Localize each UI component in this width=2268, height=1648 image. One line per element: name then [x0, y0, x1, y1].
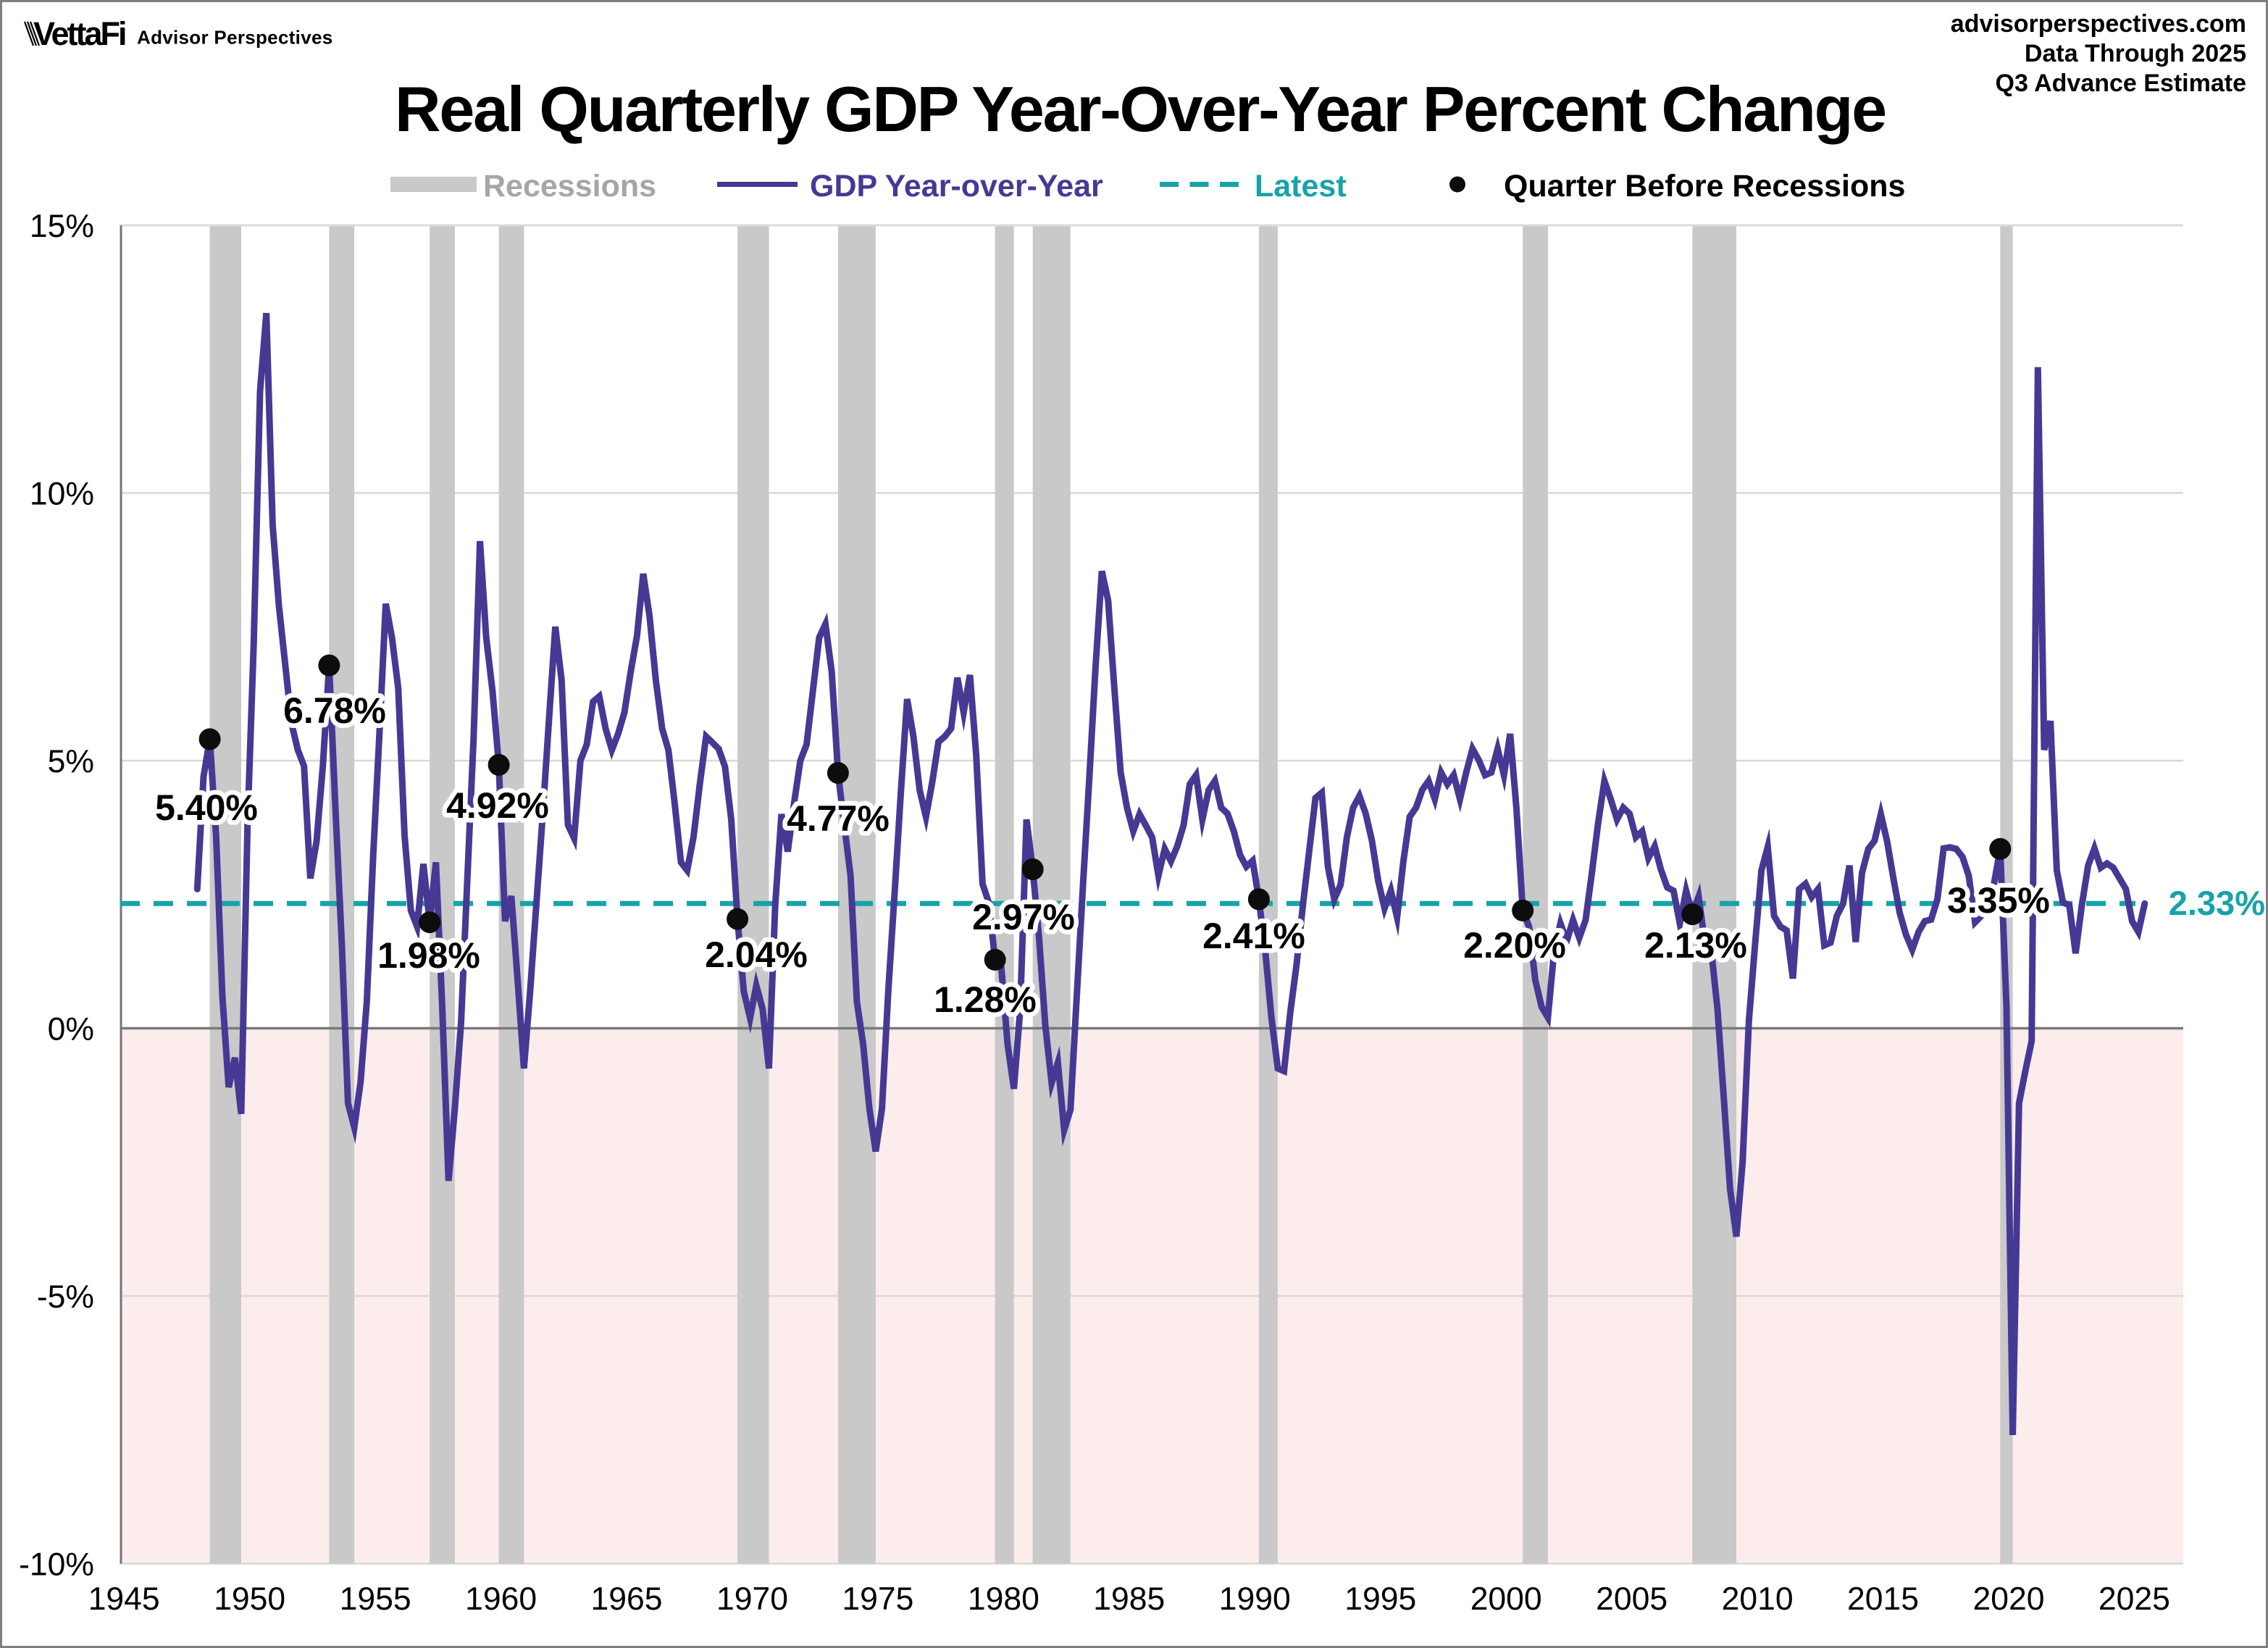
svg-text:2.20%: 2.20% — [1463, 925, 1566, 966]
svg-text:0%: 0% — [48, 1012, 94, 1047]
svg-text:Recessions: Recessions — [483, 169, 656, 204]
svg-text:4.77%: 4.77% — [787, 798, 890, 839]
svg-text:1980: 1980 — [968, 1581, 1039, 1617]
svg-text:2015: 2015 — [1847, 1581, 1919, 1617]
svg-text:2.04%: 2.04% — [705, 934, 808, 975]
svg-text:GDP Year-over-Year: GDP Year-over-Year — [810, 169, 1103, 204]
svg-text:2020: 2020 — [1973, 1581, 2045, 1617]
svg-text:10%: 10% — [30, 477, 94, 512]
svg-text:2000: 2000 — [1470, 1581, 1542, 1617]
svg-text:5.40%: 5.40% — [155, 787, 258, 828]
svg-text:1985: 1985 — [1093, 1581, 1165, 1617]
svg-text:1950: 1950 — [214, 1581, 285, 1617]
svg-text:1995: 1995 — [1344, 1581, 1416, 1617]
svg-text:Latest: Latest — [1255, 169, 1347, 204]
svg-text:Data Through 2025: Data Through 2025 — [2025, 40, 2246, 67]
svg-text:1975: 1975 — [842, 1581, 913, 1617]
svg-text:1990: 1990 — [1219, 1581, 1291, 1617]
svg-text:1960: 1960 — [465, 1581, 537, 1617]
svg-text:2.33%: 2.33% — [2169, 884, 2265, 922]
svg-text:advisorperspectives.com: advisorperspectives.com — [1951, 10, 2246, 38]
svg-text:1955: 1955 — [340, 1581, 411, 1617]
svg-text:2.97%: 2.97% — [972, 897, 1075, 937]
svg-text:15%: 15% — [30, 209, 94, 244]
svg-text:4.92%: 4.92% — [446, 785, 549, 826]
svg-text:2.13%: 2.13% — [1644, 925, 1747, 966]
svg-text:2025: 2025 — [2098, 1581, 2170, 1617]
svg-text:3.35%: 3.35% — [1947, 880, 2050, 921]
svg-text:1965: 1965 — [591, 1581, 663, 1617]
svg-text:Quarter Before Recessions: Quarter Before Recessions — [1504, 169, 1905, 204]
svg-text:2010: 2010 — [1722, 1581, 1794, 1617]
svg-text:Q3 Advance Estimate: Q3 Advance Estimate — [1996, 70, 2246, 97]
svg-text:VettaFi: VettaFi — [33, 15, 125, 52]
svg-text:6.78%: 6.78% — [283, 690, 386, 731]
svg-text:1970: 1970 — [716, 1581, 788, 1617]
svg-text:2.41%: 2.41% — [1202, 916, 1305, 956]
svg-text:Real Quarterly GDP Year-Over-Y: Real Quarterly GDP Year-Over-Year Percen… — [395, 73, 1886, 145]
svg-text:2005: 2005 — [1596, 1581, 1667, 1617]
svg-text:1945: 1945 — [88, 1581, 160, 1617]
svg-text:-5%: -5% — [37, 1279, 94, 1315]
svg-text:5%: 5% — [48, 744, 94, 779]
svg-text:-10%: -10% — [19, 1547, 94, 1583]
svg-text:1.28%: 1.28% — [934, 979, 1037, 1020]
svg-text:1.98%: 1.98% — [377, 935, 480, 976]
svg-text:Advisor Perspectives: Advisor Perspectives — [137, 27, 332, 49]
